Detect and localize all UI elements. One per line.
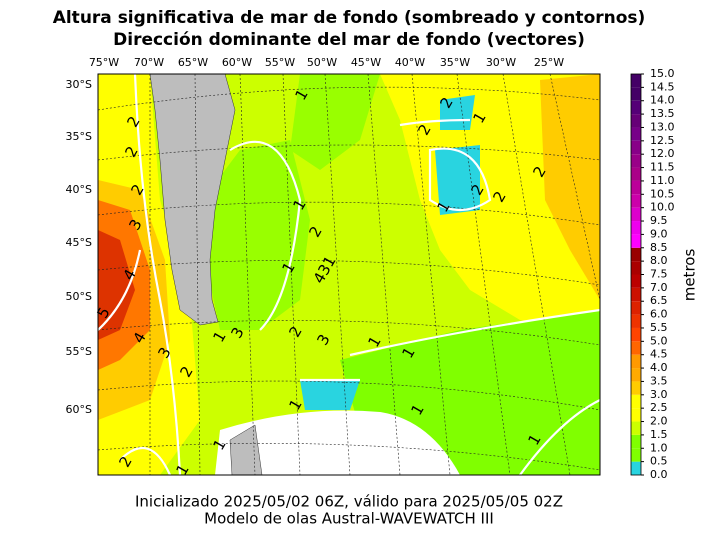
colorbar-segment [631,261,641,275]
colorbar-segment [631,314,641,328]
colorbar-tick-label: 4.0 [650,361,668,374]
footer: Modelo de olas Austral-WAVEWATCH III [204,510,494,528]
colorbar-segment [631,140,641,155]
colorbar-tick-label: 5.0 [650,334,668,347]
colorbar-tick-label: 13.5 [650,107,675,120]
colorbar-segment [631,154,641,168]
colorbar-tick-label: 0.0 [650,468,668,481]
colorbar-segment [631,247,641,262]
colorbar-segment [631,114,641,128]
lon-label: 75°W [89,56,119,69]
colorbar-segment [631,100,641,115]
colorbar-tick-label: 2.5 [650,401,668,414]
lat-label: 50°S [66,290,92,303]
colorbar-segment [631,194,641,208]
colorbar-segment [631,327,641,342]
lon-label: 50°W [307,56,337,69]
lat-label: 55°S [66,345,92,358]
colorbar-tick-label: 15.0 [650,67,675,80]
colorbar-tick-label: 14.5 [650,80,675,93]
lon-label: 55°W [265,56,295,69]
colorbar-segment [631,287,641,302]
colorbar-segment [631,74,641,88]
lon-label: 25°W [534,56,564,69]
colorbar-segment [631,207,641,222]
colorbar-tick-label: 1.5 [650,428,668,441]
lon-label: 45°W [351,56,381,69]
colorbar-tick-label: 14.0 [650,94,675,107]
colorbar-segment [631,448,641,462]
colorbar-tick-label: 13.0 [650,120,675,133]
colorbar-tick-label: 11.5 [650,161,675,174]
colorbar-tick-label: 0.5 [650,455,668,468]
colorbar-tick-label: 6.5 [650,294,668,307]
colorbar-tick-label: 3.5 [650,374,668,387]
colorbar-tick-label: 3.0 [650,388,668,401]
colorbar-segment [631,180,641,195]
lat-label: 45°S [66,236,92,249]
title: Dirección dominante del mar de fondo (ve… [113,30,585,50]
colorbar-tick-label: 4.5 [650,348,668,361]
colorbar-segment [631,421,641,435]
colorbar-segment [631,127,641,141]
colorbar-segment [631,301,641,315]
lat-label: 35°S [66,130,92,143]
colorbar-tick-label: 6.0 [650,308,668,321]
lon-label: 30°W [486,56,516,69]
colorbar-segment [631,354,641,369]
colorbar-segment [631,381,641,395]
colorbar-segment [631,274,641,288]
lat-label: 60°S [66,403,92,416]
colorbar-segment [631,234,641,248]
lon-label: 60°W [222,56,252,69]
colorbar-tick-label: 2.0 [650,415,668,428]
lat-label: 40°S [66,183,92,196]
colorbar-segment [631,87,641,101]
ice-edge [215,410,460,475]
lon-label: 70°W [134,56,164,69]
colorbar-tick-label: 9.5 [650,214,668,227]
colorbar-segment [631,221,641,235]
lat-label: 30°S [66,78,92,91]
colorbar-tick-label: 10.0 [650,201,675,214]
colorbar-segment [631,408,641,422]
colorbar-tick-label: 5.5 [650,321,668,334]
colorbar-tick-label: 8.5 [650,241,668,254]
colorbar-label: metros [681,249,699,302]
footer: Inicializado 2025/05/02 06Z, válido para… [135,493,563,511]
colorbar-segment [631,434,641,449]
colorbar-tick-label: 12.0 [650,147,675,160]
colorbar-segment [631,167,641,181]
colorbar-tick-label: 1.0 [650,441,668,454]
colorbar-tick-label: 8.0 [650,254,668,267]
lon-label: 65°W [178,56,208,69]
lon-label: 40°W [395,56,425,69]
colorbar-tick-label: 7.5 [650,268,668,281]
colorbar-tick-label: 10.5 [650,187,675,200]
lon-label: 35°W [440,56,470,69]
colorbar-segment [631,461,641,475]
colorbar-segment [631,394,641,409]
title: Altura significativa de mar de fondo (so… [53,8,646,28]
colorbar-tick-label: 7.0 [650,281,668,294]
colorbar-segment [631,341,641,355]
colorbar-tick-label: 12.5 [650,134,675,147]
colorbar-tick-label: 11.0 [650,174,675,187]
colorbar-tick-label: 9.0 [650,227,668,240]
map-area [98,74,600,475]
colorbar-segment [631,368,641,382]
